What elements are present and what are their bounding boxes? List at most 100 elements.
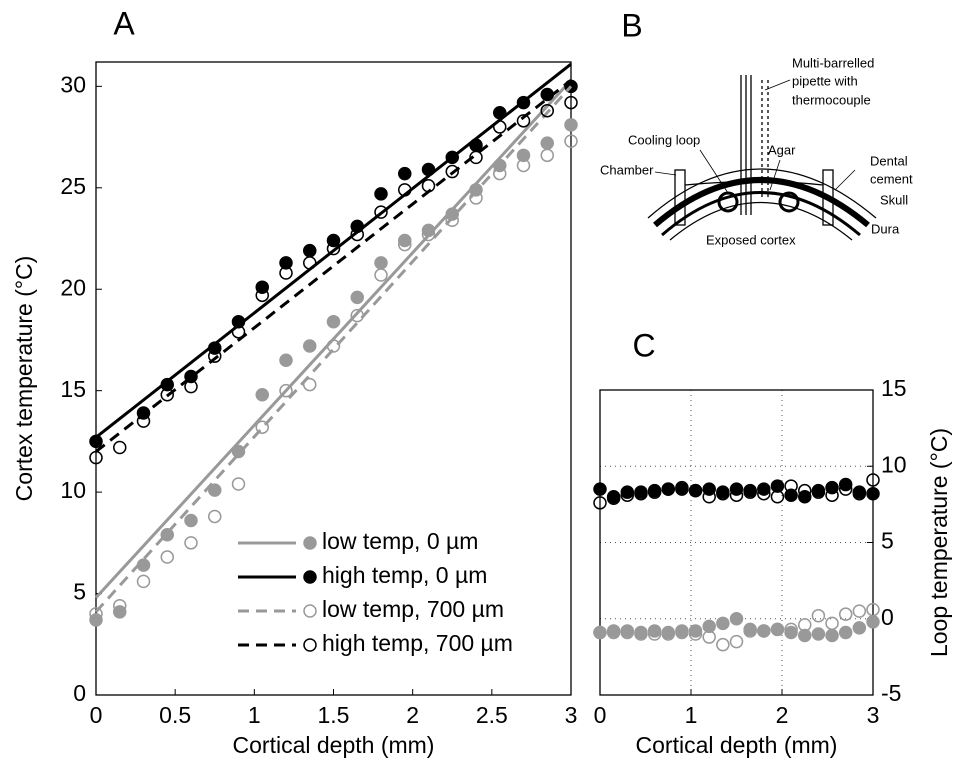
point (493, 166, 507, 181)
point (702, 490, 716, 504)
x-tick-label: 0 (90, 702, 103, 728)
label: cement (870, 171, 913, 186)
x-tick-label: 3 (565, 702, 578, 728)
legend-label: low temp, 0 µm (322, 528, 478, 554)
point (770, 479, 785, 493)
y-tick-label: 5 (881, 528, 894, 554)
y-tick-label: 10 (60, 477, 86, 503)
point (398, 237, 412, 252)
point (593, 496, 607, 510)
y-tick-label: 5 (73, 579, 86, 605)
label: pipette with (792, 73, 858, 88)
point (606, 491, 621, 506)
point (593, 482, 607, 496)
label: Dental (870, 153, 908, 168)
y-axis-label: Cortex temperature (°C) (11, 256, 37, 502)
point (838, 607, 853, 621)
point (374, 256, 388, 270)
point (716, 616, 730, 631)
chamber-left (674, 169, 686, 226)
agar (684, 180, 824, 186)
panel-label: B (621, 7, 642, 43)
x-tick-label: 0.5 (159, 702, 191, 728)
point (540, 148, 554, 163)
point (89, 607, 103, 621)
point (350, 290, 364, 305)
point (208, 509, 222, 524)
point (516, 158, 531, 173)
fit-line (94, 85, 573, 613)
label: thermocouple (792, 92, 871, 107)
point (784, 622, 798, 637)
point (445, 150, 459, 165)
point (184, 513, 198, 528)
point (231, 477, 246, 491)
point (398, 183, 412, 197)
point (445, 164, 459, 179)
loop (778, 191, 800, 213)
point (516, 114, 531, 128)
legend-marker (303, 604, 317, 618)
x-tick-label: 1 (248, 702, 261, 728)
label: Cooling loop (628, 132, 700, 147)
plot-frame (95, 61, 572, 696)
point (540, 136, 554, 150)
point (255, 387, 269, 402)
point (540, 103, 554, 118)
x-tick-label: 2 (776, 702, 789, 728)
point (798, 483, 812, 498)
leader (654, 171, 677, 176)
leader (834, 169, 856, 191)
point (647, 624, 662, 638)
point (564, 118, 578, 132)
x-tick-label: 2.5 (476, 702, 508, 728)
legend-label: high temp, 700 µm (322, 630, 513, 656)
y-tick-label: 0 (73, 680, 86, 706)
point (113, 440, 127, 455)
point (469, 150, 483, 165)
leader (699, 149, 729, 194)
point (688, 627, 703, 641)
point (661, 482, 675, 496)
legend-label: high temp, 0 µm (322, 562, 487, 588)
x-tick-label: 2 (406, 702, 419, 728)
point (675, 480, 689, 495)
point (160, 387, 174, 402)
point (702, 619, 716, 634)
point (757, 482, 771, 496)
point (89, 434, 103, 449)
diagram-labels: Multi-barrelled pipette with thermocoupl… (600, 55, 913, 247)
point (675, 625, 689, 640)
fit-line (94, 79, 573, 599)
point (770, 622, 785, 637)
leader (769, 159, 781, 191)
point (279, 266, 293, 280)
point (279, 383, 293, 398)
point (136, 574, 151, 589)
point (184, 536, 198, 550)
point (661, 627, 675, 641)
y-tick-label: 20 (60, 274, 86, 300)
point (716, 637, 730, 652)
point (160, 550, 174, 564)
x-axis-label: Cortical depth (mm) (636, 732, 838, 758)
legend-marker (303, 570, 317, 584)
point (326, 339, 341, 353)
point (564, 95, 578, 110)
point (838, 477, 853, 492)
outline (647, 168, 877, 219)
point (231, 325, 246, 339)
label: Agar (768, 142, 796, 157)
label: Skull (880, 192, 908, 207)
point (374, 205, 388, 219)
point (255, 420, 269, 434)
point (811, 485, 826, 499)
point (184, 379, 198, 394)
point (866, 602, 880, 617)
point (516, 148, 531, 163)
point (208, 483, 222, 497)
x-tick-label: 1 (685, 702, 698, 728)
point (279, 353, 293, 367)
y-tick-label: 25 (60, 173, 86, 199)
